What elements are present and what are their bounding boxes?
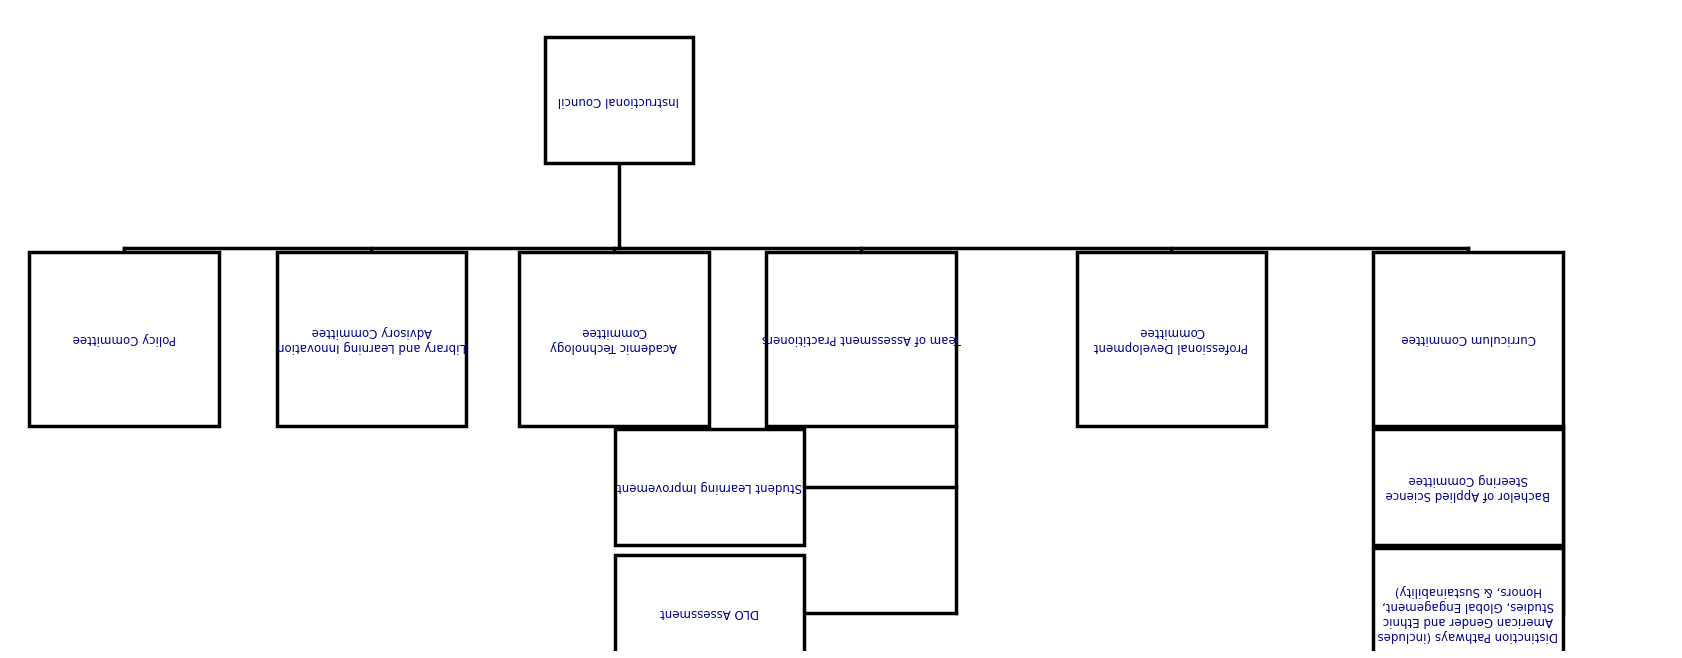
FancyBboxPatch shape [1373,251,1563,426]
Text: Instructional Council: Instructional Council [558,93,680,107]
FancyBboxPatch shape [1373,548,1563,658]
Text: Curriculum Committee: Curriculum Committee [1399,332,1534,345]
FancyBboxPatch shape [614,429,804,545]
Text: Student Learning Improvement: Student Learning Improvement [617,480,802,494]
Text: Distinction Pathways (includes
American Gender and Ethnic
Studies, Global Engage: Distinction Pathways (includes American … [1378,584,1558,642]
Text: Bachelor of Applied Science
Steering Committee: Bachelor of Applied Science Steering Com… [1386,473,1549,501]
FancyBboxPatch shape [614,555,804,658]
FancyBboxPatch shape [1373,429,1563,545]
FancyBboxPatch shape [1076,251,1265,426]
Text: DLO Assessment: DLO Assessment [659,606,759,619]
Text: Team of Assessment Practitioners: Team of Assessment Practitioners [762,332,960,345]
Text: Policy Committee: Policy Committee [72,332,175,345]
FancyBboxPatch shape [545,38,693,163]
FancyBboxPatch shape [518,251,708,426]
FancyBboxPatch shape [29,251,219,426]
Text: Academic Technology
Committee: Academic Technology Committee [550,324,678,353]
FancyBboxPatch shape [276,251,466,426]
Text: Library and Learning Innovation
Advisory Committee: Library and Learning Innovation Advisory… [278,324,466,353]
Text: Professional Development
Committee: Professional Development Committee [1093,324,1248,353]
FancyBboxPatch shape [765,251,955,426]
